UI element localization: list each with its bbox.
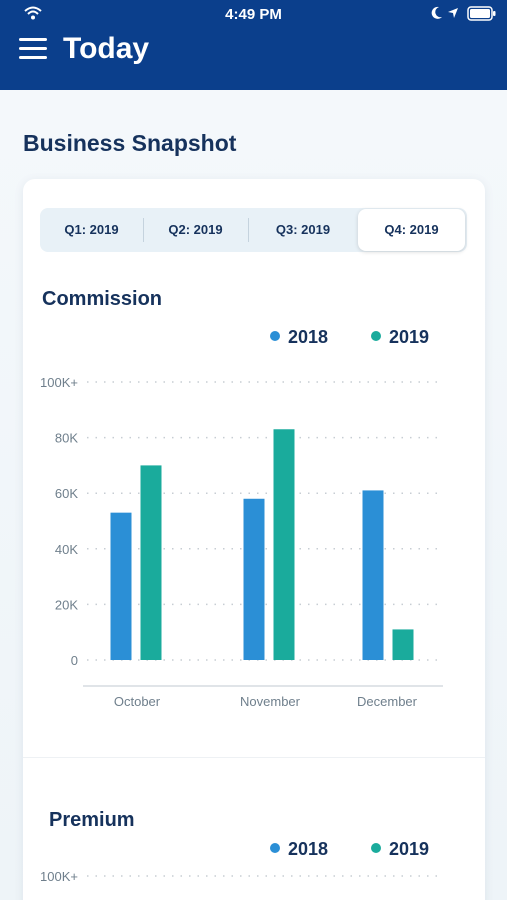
commission-chart: 0 20K 40K 60K 80K 100K+ October November Decembe… — [40, 375, 443, 709]
y-tick-label: 100K+ — [40, 375, 78, 390]
legend-dot-2018 — [270, 331, 280, 342]
bar-2018-november — [243, 498, 265, 660]
tab-divider — [143, 218, 144, 242]
legend-2019: 2019 — [371, 327, 429, 348]
legend-dot-2019 — [371, 331, 381, 342]
quarter-tabs: Q1: 2019 Q2: 2019 Q3: 2019 Q4: 2019 — [40, 208, 467, 252]
bar-2019-october — [140, 465, 162, 660]
main-content[interactable]: Business Snapshot Q1: 2019 Q2: 2019 Q3: … — [0, 90, 507, 900]
bar-2018-october — [110, 512, 132, 660]
y-tick-label: 40K — [55, 542, 78, 557]
premium-chart-title: Premium — [49, 809, 135, 831]
status-bar: 4:49 PM — [0, 0, 507, 28]
y-tick-label: 60K — [55, 486, 78, 501]
card-divider — [23, 757, 485, 758]
tab-divider — [248, 218, 249, 242]
legend-2018-premium: 2018 — [270, 839, 328, 860]
bar-2018-december — [362, 490, 384, 660]
bar-2019-december — [392, 629, 414, 660]
location-arrow-icon — [448, 8, 458, 18]
commission-chart-title: Commission — [42, 288, 163, 310]
tab-q4-2019[interactable]: Q4: 2019 — [358, 209, 465, 251]
tab-q3-2019[interactable]: Q3: 2019 — [275, 222, 331, 237]
y-tick-label: 100K+ — [40, 869, 78, 884]
page-title: Today — [63, 32, 150, 65]
y-tick-label: 20K — [55, 597, 78, 612]
header-row: Today — [0, 30, 507, 70]
y-tick-label: 0 — [71, 653, 78, 668]
wifi-icon — [24, 6, 42, 20]
hamburger-menu-icon[interactable] — [19, 38, 47, 62]
legend-2018: 2018 — [270, 327, 328, 348]
legend-dot-2019 — [371, 843, 381, 854]
battery-icon — [467, 6, 496, 21]
moon-icon — [431, 6, 442, 19]
x-tick-label: October — [114, 694, 161, 709]
app-header: 4:49 PM Today — [0, 0, 507, 90]
y-tick-label: 80K — [55, 431, 78, 446]
premium-chart: 100K+ — [40, 869, 443, 884]
business-snapshot-card: Q1: 2019 Q2: 2019 Q3: 2019 Q4: 2019 Comm… — [23, 179, 485, 900]
bar-2019-november — [273, 429, 295, 660]
legend-dot-2018 — [270, 843, 280, 854]
section-title: Business Snapshot — [23, 130, 237, 156]
legend-2019-premium: 2019 — [371, 839, 429, 860]
x-tick-label: November — [240, 694, 301, 709]
tab-q1-2019[interactable]: Q1: 2019 — [64, 222, 119, 237]
x-tick-label: December — [357, 694, 418, 709]
tab-q2-2019[interactable]: Q2: 2019 — [168, 222, 223, 237]
status-time: 4:49 PM — [225, 6, 282, 23]
